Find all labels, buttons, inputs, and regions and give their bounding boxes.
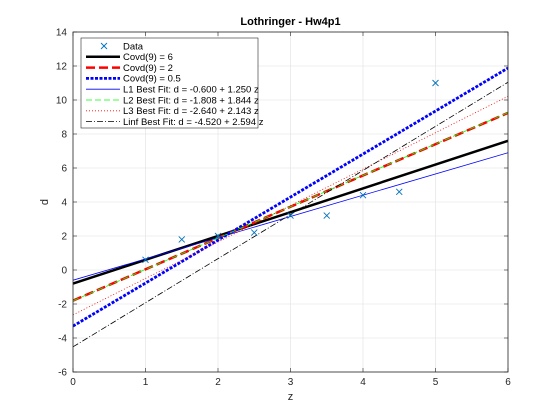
series-line-7 — [73, 81, 508, 348]
y-tick-label: 0 — [61, 266, 67, 277]
data-point — [250, 229, 258, 236]
x-tick-label: 4 — [360, 377, 366, 388]
legend-entry: Data — [100, 41, 144, 52]
legend-entry: Covd(9) = 2 — [86, 63, 173, 74]
series-line-3 — [73, 66, 508, 328]
legend-label: L1 Best Fit: d = -0.600 + 1.250 z — [123, 85, 259, 96]
data-point — [432, 79, 439, 87]
legend-entry: Covd(9) = 6 — [86, 52, 173, 63]
legend-label: Covd(9) = 2 — [123, 63, 173, 74]
data-point — [359, 191, 367, 199]
legend-box — [80, 37, 259, 129]
data-point — [142, 256, 149, 264]
legend-entry: Linf Best Fit: d = -4.520 + 2.594 z — [86, 117, 264, 128]
data-point — [323, 212, 331, 219]
x-tick-label: 0 — [70, 377, 76, 388]
y-tick-label: 14 — [56, 28, 68, 39]
chart-title: Lothringer - Hw4p1 — [240, 16, 340, 28]
data-point — [214, 232, 222, 240]
y-tick-label: -4 — [58, 334, 67, 345]
legend-label: Covd(9) = 0.5 — [123, 74, 181, 85]
legend-entry: Covd(9) = 0.5 — [86, 74, 181, 85]
x-tick-label: 1 — [143, 377, 149, 388]
series-line-6 — [73, 95, 508, 316]
y-tick-label: -2 — [58, 300, 67, 311]
series-line-5 — [73, 112, 508, 302]
legend-label: L2 Best Fit: d = -1.808 + 1.844 z — [123, 95, 259, 106]
y-tick-label: 12 — [56, 62, 68, 73]
legend-label: Covd(9) = 6 — [123, 52, 173, 63]
y-axis-ticks: -6 -4 -2 0 2 4 6 8 10 12 14 — [56, 28, 508, 379]
legend-entry: L3 Best Fit: d = -2.640 + 2.143 z — [86, 106, 259, 117]
x-tick-label: 2 — [215, 377, 221, 388]
y-tick-label: -6 — [58, 368, 67, 379]
y-axis-label: d — [39, 199, 51, 205]
x-tick-label: 3 — [288, 377, 294, 388]
data-point — [178, 236, 186, 243]
legend-label: Data — [123, 41, 144, 52]
legend-label: Linf Best Fit: d = -4.520 + 2.594 z — [123, 117, 264, 128]
y-tick-label: 6 — [61, 164, 67, 175]
x-tick-label: 5 — [433, 377, 439, 388]
y-tick-label: 10 — [56, 96, 68, 107]
x-tick-label: 6 — [505, 377, 511, 388]
x-axis-label: z — [288, 391, 294, 403]
y-tick-label: 8 — [61, 130, 67, 141]
legend-label: L3 Best Fit: d = -2.640 + 2.143 z — [123, 106, 259, 117]
series-line-4 — [73, 152, 508, 281]
y-tick-label: 2 — [61, 232, 67, 243]
legend-entry: L2 Best Fit: d = -1.808 + 1.844 z — [86, 95, 259, 106]
data-points-layer — [142, 79, 439, 264]
x-axis-ticks: 0 1 2 3 4 5 6 — [70, 32, 511, 388]
y-tick-label: 4 — [61, 198, 67, 209]
legend-entry: L1 Best Fit: d = -0.600 + 1.250 z — [86, 85, 259, 96]
data-point — [395, 188, 403, 196]
data-point — [287, 212, 294, 219]
